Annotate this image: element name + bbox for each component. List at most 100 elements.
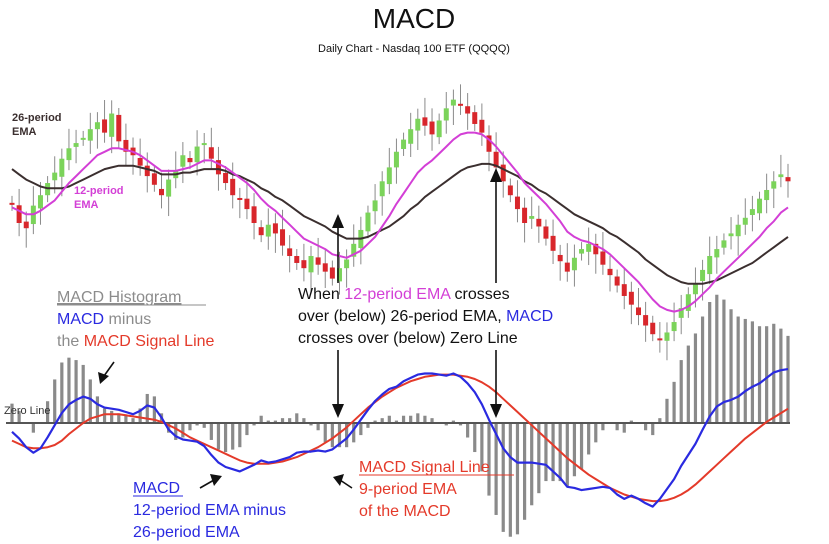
ema26-label-line1: 26-period [12,112,62,124]
histogram-bar [138,408,142,423]
candle-down [522,207,528,223]
histogram-bar [686,345,690,423]
candle-up [436,120,442,138]
histogram-bar [195,423,199,426]
histogram-bar [451,420,455,423]
histogram-bar [394,420,399,423]
candle-up [707,256,713,275]
price-ema-lines [11,131,789,313]
candle-up [778,174,784,178]
histogram-bar [615,423,619,431]
histogram-bar [480,423,484,472]
candle-down [628,291,634,305]
histogram-bar [715,294,719,423]
histogram-bar [658,418,662,423]
hist-signal-word: MACD Signal Line [84,333,215,350]
histogram-bar [416,413,420,423]
candle-down [287,248,293,257]
histogram-bar [273,420,278,423]
histogram-bar [216,423,221,450]
histogram-bar [323,423,327,443]
histogram-bar [466,423,470,438]
histogram-bar [779,328,783,423]
histogram-bar [672,381,676,423]
histogram-bar [95,396,100,423]
candle-down [251,206,257,223]
histogram-bar [708,302,712,423]
candle-down [614,276,620,286]
candle-up [379,181,385,197]
candle-up [265,224,271,237]
candle-down [500,164,506,182]
histogram-bar [444,423,448,426]
histogram-bar [473,423,477,453]
candle-up [52,172,58,181]
candle-down [543,226,549,239]
histogram-bar [152,396,156,423]
signal-annotation-title: MACD Signal Line [359,459,490,476]
histogram-bar [565,423,569,486]
histogram-bar [387,415,391,423]
candle-down [593,243,599,255]
candle-down [472,112,478,124]
candle-down [215,160,221,175]
candle-up [771,181,777,189]
candle-down [294,256,300,263]
candle-down [159,188,165,196]
histogram-bar [693,333,698,423]
histogram-bar [67,357,71,423]
candle-up [714,249,720,258]
histogram-bar [145,393,149,423]
histogram-bar [594,423,598,443]
histogram-bar [359,423,363,436]
candle-down [208,147,214,159]
candle-down [123,139,129,152]
candle-up [66,148,72,161]
signal-annotation-line2: 9-period EMA [359,481,457,498]
histogram-bar [309,423,313,426]
histogram-bar [231,423,235,450]
cross-annotation-line3: crosses over (below) Zero Line [298,330,518,347]
histogram-bar [373,420,377,423]
candle-down [621,284,627,296]
zero-line-label: Zero Line [4,405,50,417]
histogram-bar [551,423,555,482]
histogram-bar [786,335,790,423]
cross-arrow-up-left-head [332,214,344,228]
histogram-bar [757,326,762,423]
candle-down [514,196,520,210]
candle-down [315,257,321,265]
histogram-bar [17,410,21,423]
cross-over-below: over (below) 26-period EMA, [298,308,506,325]
histogram-bar [622,423,626,433]
histogram-bar [209,423,213,440]
candle-up [308,256,314,273]
candle-up [94,122,100,130]
histogram-bar [223,423,228,453]
candle-up [664,332,670,341]
histogram-bar [74,360,78,423]
histogram-bar [644,423,648,431]
candle-down [237,197,243,200]
candle-down [486,135,492,152]
candle-down [507,185,513,196]
candle-up [450,99,456,106]
candle-up [87,129,93,141]
candle-up [365,212,371,232]
candle-up [700,269,706,282]
histogram-bar [280,418,285,423]
candle-up [80,137,86,140]
histogram-bar [316,423,320,431]
candle-up [166,179,172,197]
candle-down [258,227,264,236]
candle-down [9,202,15,205]
histogram-bar [423,415,427,423]
chart-subtitle: Daily Chart - Nasdaq 100 ETF (QQQQ) [318,43,510,55]
hist-annotation-title: MACD Histogram [57,289,181,306]
candle-up [671,322,677,332]
cross-annotation-line1: When 12-period EMA crosses [298,286,510,303]
histogram-bar [601,423,605,431]
macd-line [11,368,789,508]
candle-up [742,217,748,225]
candle-down [650,322,656,335]
